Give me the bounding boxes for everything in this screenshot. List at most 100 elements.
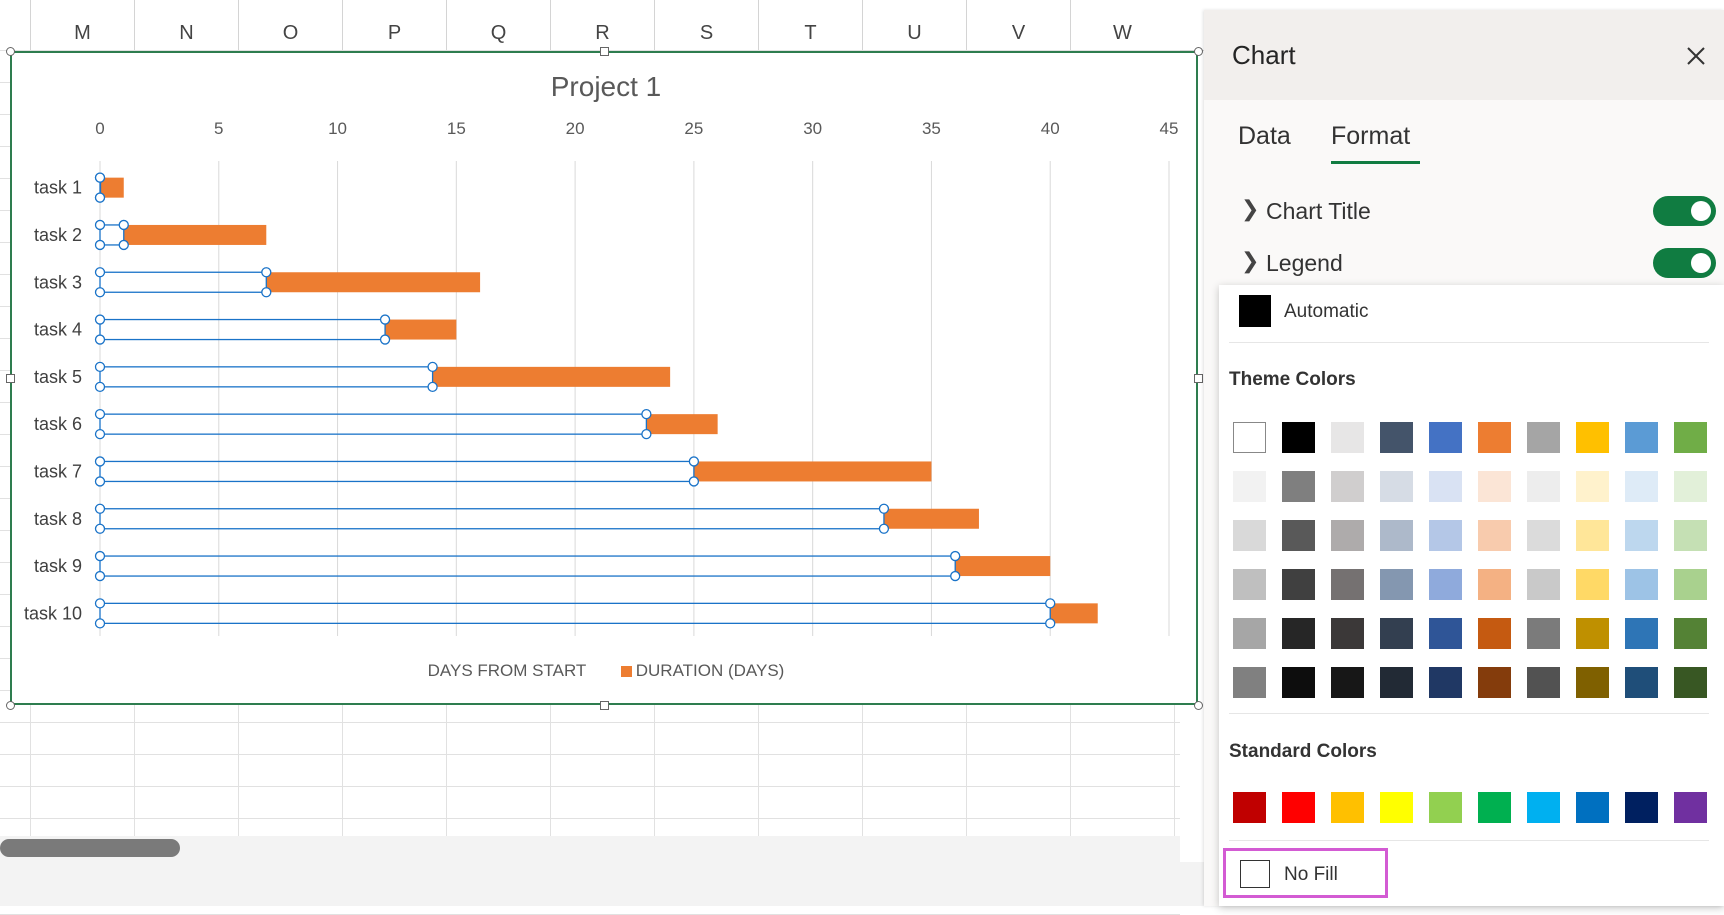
column-header-m[interactable]: M — [30, 0, 134, 50]
theme-color-swatch[interactable] — [1331, 618, 1364, 649]
resize-handle-bottom[interactable] — [600, 701, 609, 710]
theme-color-swatch[interactable] — [1331, 471, 1364, 502]
column-header-n[interactable]: N — [134, 0, 238, 50]
standard-color-swatch[interactable] — [1380, 792, 1413, 823]
legend-toggle[interactable] — [1653, 248, 1716, 278]
selection-handle[interactable] — [94, 456, 106, 467]
theme-color-swatch[interactable] — [1282, 569, 1315, 600]
chart-object[interactable]: Project 1 0 5 10 15 20 25 30 35 40 45 task 1 task 2… — [10, 51, 1198, 705]
theme-color-swatch[interactable] — [1576, 667, 1609, 698]
theme-color-swatch[interactable] — [1527, 422, 1560, 453]
duration-bar[interactable] — [1050, 603, 1098, 624]
start-bar-selected[interactable] — [99, 366, 434, 388]
column-header-t[interactable]: T — [758, 0, 862, 50]
standard-color-swatch[interactable] — [1527, 792, 1560, 823]
selection-handle[interactable] — [427, 381, 438, 393]
chart-title[interactable]: Project 1 — [550, 71, 662, 102]
start-bar-selected[interactable] — [99, 271, 267, 293]
selection-handle[interactable] — [950, 550, 961, 562]
theme-color-swatch[interactable] — [1674, 667, 1707, 698]
theme-color-swatch[interactable] — [1527, 618, 1560, 649]
theme-color-swatch[interactable] — [1527, 520, 1560, 551]
theme-color-swatch[interactable] — [1429, 667, 1462, 698]
theme-color-swatch[interactable] — [1625, 667, 1658, 698]
column-header-o[interactable]: O — [238, 0, 342, 50]
theme-color-swatch[interactable] — [1625, 520, 1658, 551]
theme-color-swatch[interactable] — [1282, 422, 1315, 453]
selection-handle[interactable] — [94, 618, 106, 629]
theme-color-swatch[interactable] — [1625, 569, 1658, 600]
column-header-p[interactable]: P — [342, 0, 446, 50]
theme-color-swatch[interactable] — [1331, 667, 1364, 698]
automatic-color-option[interactable]: Automatic — [1284, 301, 1369, 322]
selection-handle[interactable] — [878, 503, 890, 514]
standard-color-swatch[interactable] — [1625, 792, 1658, 823]
duration-bar[interactable] — [432, 366, 671, 387]
column-header-u[interactable]: U — [862, 0, 966, 50]
selection-handle[interactable] — [261, 267, 272, 278]
duration-bar[interactable] — [123, 224, 267, 245]
selection-handle[interactable] — [118, 239, 129, 251]
duration-bar[interactable] — [883, 508, 979, 529]
theme-color-swatch[interactable] — [1674, 422, 1707, 453]
theme-color-swatch[interactable] — [1527, 471, 1560, 502]
theme-color-swatch[interactable] — [1429, 618, 1462, 649]
selection-handle[interactable] — [94, 219, 106, 231]
theme-color-swatch[interactable] — [1233, 667, 1266, 698]
theme-color-swatch[interactable] — [1478, 618, 1511, 649]
selection-handle[interactable] — [94, 523, 106, 534]
theme-color-swatch[interactable] — [1429, 471, 1462, 502]
selection-handle[interactable] — [688, 476, 700, 487]
standard-color-swatch[interactable] — [1478, 792, 1511, 823]
selection-handle[interactable] — [94, 428, 106, 440]
start-bar-selected[interactable] — [99, 413, 648, 435]
theme-color-swatch[interactable] — [1576, 569, 1609, 600]
scrollbar-thumb[interactable] — [0, 839, 180, 857]
theme-color-swatch[interactable] — [1282, 618, 1315, 649]
theme-color-swatch[interactable] — [1233, 471, 1266, 502]
theme-color-swatch[interactable] — [1576, 422, 1609, 453]
theme-color-swatch[interactable] — [1674, 618, 1707, 649]
resize-handle-top[interactable] — [600, 47, 609, 56]
chart-legend[interactable]: DAYS FROM START DURATION (DAYS) — [12, 661, 1200, 681]
duration-bar[interactable] — [693, 461, 932, 482]
duration-bar[interactable] — [646, 414, 718, 435]
theme-color-swatch[interactable] — [1625, 618, 1658, 649]
selection-handle[interactable] — [1045, 598, 1056, 609]
theme-color-swatch[interactable] — [1478, 667, 1511, 698]
theme-color-swatch[interactable] — [1576, 618, 1609, 649]
selection-handle[interactable] — [1045, 618, 1056, 629]
column-header-r[interactable]: R — [550, 0, 654, 50]
theme-color-swatch[interactable] — [1527, 667, 1560, 698]
selection-handle[interactable] — [641, 428, 652, 440]
theme-color-swatch[interactable] — [1478, 471, 1511, 502]
selection-handle[interactable] — [379, 334, 391, 345]
theme-color-swatch[interactable] — [1478, 520, 1511, 551]
theme-color-swatch[interactable] — [1380, 471, 1413, 502]
selection-handle[interactable] — [379, 314, 391, 325]
start-bar-selected[interactable] — [99, 508, 885, 530]
selection-handle[interactable] — [261, 287, 272, 298]
chevron-right-icon[interactable]: ❯ — [1241, 248, 1260, 273]
standard-color-swatch[interactable] — [1331, 792, 1364, 823]
selection-handle[interactable] — [94, 503, 106, 514]
section-legend[interactable]: Legend — [1266, 250, 1343, 276]
selection-handle[interactable] — [94, 361, 106, 373]
theme-color-swatch[interactable] — [1233, 618, 1266, 649]
duration-bar[interactable] — [100, 177, 124, 198]
theme-color-swatch[interactable] — [1625, 471, 1658, 502]
column-header-w[interactable]: W — [1070, 0, 1174, 50]
theme-color-swatch[interactable] — [1282, 667, 1315, 698]
theme-color-swatch[interactable] — [1674, 520, 1707, 551]
theme-color-swatch[interactable] — [1674, 569, 1707, 600]
column-header-q[interactable]: Q — [446, 0, 550, 50]
selection-handle[interactable] — [94, 334, 106, 345]
standard-color-swatch[interactable] — [1674, 792, 1707, 823]
selection-handle[interactable] — [94, 476, 106, 487]
resize-handle-right[interactable] — [1194, 374, 1203, 383]
selection-handle[interactable] — [94, 314, 106, 325]
theme-color-swatch[interactable] — [1478, 569, 1511, 600]
start-bar-selected[interactable] — [99, 555, 956, 577]
theme-color-swatch[interactable] — [1429, 569, 1462, 600]
theme-color-swatch[interactable] — [1429, 520, 1462, 551]
